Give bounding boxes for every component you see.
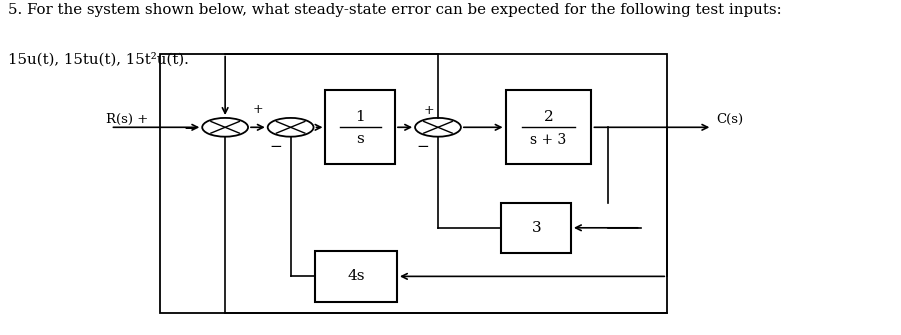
Bar	[502, 203, 571, 253]
Text: C(s): C(s)	[716, 113, 743, 126]
Text: −: −	[269, 140, 282, 154]
Text: 4s: 4s	[348, 269, 365, 283]
Text: −: −	[183, 122, 196, 136]
Text: R(s) +: R(s) +	[106, 113, 149, 126]
Bar	[159, 54, 668, 313]
Text: 5. For the system shown below, what steady-state error can be expected for the f: 5. For the system shown below, what stea…	[8, 3, 782, 17]
Text: +: +	[252, 103, 263, 116]
Text: +: +	[423, 104, 434, 117]
Text: 1: 1	[355, 110, 365, 124]
Bar	[315, 251, 397, 302]
Text: 3: 3	[532, 221, 541, 235]
Text: s + 3: s + 3	[531, 133, 567, 147]
Text: 2: 2	[543, 110, 553, 124]
Bar	[505, 90, 591, 164]
Text: s: s	[356, 132, 364, 146]
Text: −: −	[417, 140, 430, 154]
Text: 15u(t), 15tu(t), 15t²u(t).: 15u(t), 15tu(t), 15t²u(t).	[8, 52, 189, 66]
Bar	[325, 90, 395, 164]
